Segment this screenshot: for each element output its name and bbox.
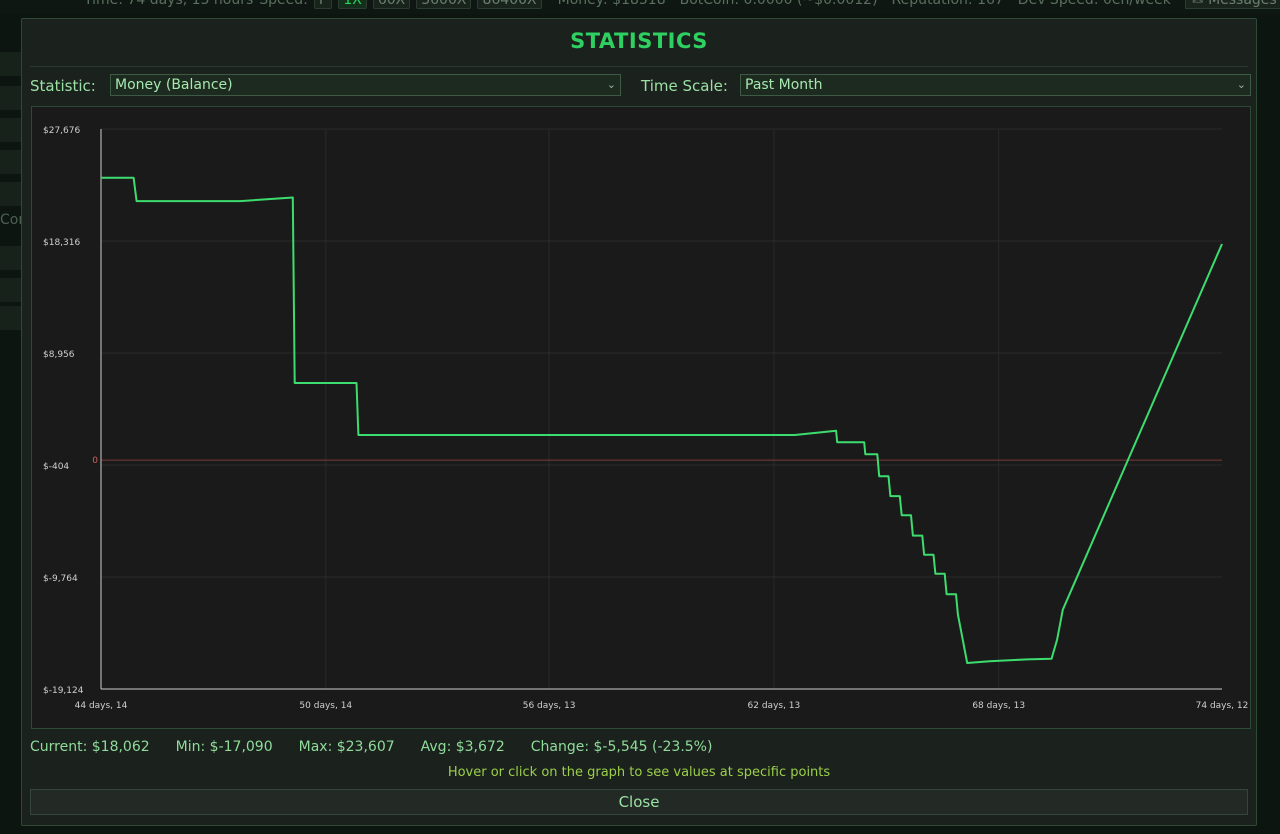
x-tick-label: 56 days, 13 (523, 701, 576, 711)
speed-label: Speed: (259, 0, 308, 8)
balance-series-line (100, 176, 1223, 664)
chevron-down-icon: ⌄ (606, 78, 616, 91)
messages-button[interactable]: ✉ Messages (948) (1184, 0, 1280, 9)
side-tab[interactable] (0, 150, 22, 175)
chart-area[interactable]: $27,676 $18,316 $8,956 $-404 $-9,764 $-19,124… (31, 106, 1251, 729)
botcoin-readout: BotCoin: 0.0000 (~$0.0012) (679, 0, 878, 8)
x-tick-label: 62 days, 13 (748, 701, 801, 711)
balance-chart[interactable]: $27,676 $18,316 $8,956 $-404 $-9,764 $-19,124… (32, 107, 1250, 728)
speed-pause-button[interactable]: P (313, 0, 333, 9)
x-tick-label: 44 days, 14 (75, 701, 128, 711)
side-panel-label: Cor (0, 212, 25, 228)
messages-label: Messages (948) (1208, 0, 1280, 8)
zero-label: 0 (92, 456, 98, 466)
modal-title: STATISTICS (570, 29, 708, 53)
hud-row: Time: 74 days, 13 hours Speed: P 1X 60X … (84, 0, 1280, 9)
game-time: Time: 74 days, 13 hours (84, 0, 254, 8)
side-tab[interactable] (0, 182, 22, 207)
side-tab[interactable] (0, 52, 22, 77)
side-tab[interactable] (0, 246, 22, 271)
speed-60x-button[interactable]: 60X (372, 0, 411, 9)
mail-icon: ✉ (1191, 0, 1209, 8)
stats-summary: Current: $18,062 Min: $-17,090 Max: $23,… (30, 739, 712, 755)
side-tab[interactable] (0, 86, 22, 111)
top-status-bar: Time: 74 days, 13 hours Speed: P 1X 60X … (0, 0, 1280, 14)
side-tab[interactable] (0, 278, 22, 303)
y-tick-label: $-9,764 (43, 574, 78, 584)
y-tick-label: $-19,124 (43, 686, 84, 696)
side-tab[interactable] (0, 118, 22, 143)
hint-text: Hover or click on the graph to see value… (447, 765, 831, 780)
x-tick-label: 50 days, 14 (299, 701, 352, 711)
statistic-value: Money (Balance) (115, 77, 233, 93)
y-tick-label: $-404 (43, 462, 69, 472)
stat-avg: Avg: $3,672 (420, 739, 505, 755)
statistics-modal: STATISTICS Statistic: Money (Balance) ⌄ … (21, 18, 1257, 826)
timescale-label: Time Scale: (641, 77, 728, 95)
timescale-value: Past Month (745, 77, 823, 93)
stat-current: Current: $18,062 (30, 739, 150, 755)
stat-min: Min: $-17,090 (175, 739, 273, 755)
y-tick-label: $18,316 (43, 238, 80, 248)
speed-3600x-button[interactable]: 3600X (416, 0, 472, 9)
y-tick-label: $8,956 (43, 350, 75, 360)
close-button[interactable]: Close (30, 789, 1248, 815)
side-tab[interactable] (0, 306, 22, 331)
x-tick-label: 68 days, 13 (972, 701, 1025, 711)
timescale-select[interactable]: Past Month ⌄ (740, 74, 1251, 96)
speed-1x-button[interactable]: 1X (338, 0, 367, 9)
chevron-down-icon: ⌄ (1236, 78, 1246, 91)
speed-86400x-button[interactable]: 86400X (477, 0, 542, 9)
y-tick-label: $27,676 (43, 126, 80, 136)
dev-speed-readout: Dev Speed: 0eh/week (1017, 0, 1171, 8)
statistic-label: Statistic: (30, 77, 96, 95)
reputation-readout: Reputation: 167 (891, 0, 1004, 8)
stat-change: Change: $-5,545 (-23.5%) (530, 739, 713, 755)
x-tick-label: 74 days, 12 (1196, 701, 1249, 711)
statistic-select[interactable]: Money (Balance) ⌄ (110, 74, 621, 96)
title-divider (30, 66, 1248, 67)
stat-max: Max: $23,607 (298, 739, 395, 755)
money-readout: Money: $18318 (557, 0, 666, 8)
